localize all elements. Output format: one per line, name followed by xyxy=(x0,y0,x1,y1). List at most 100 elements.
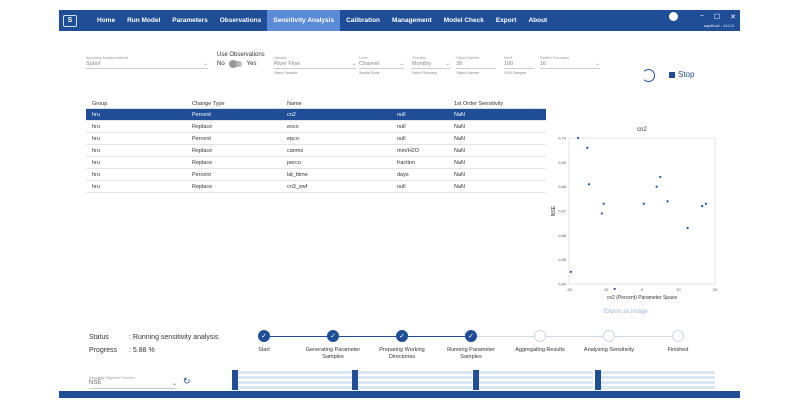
table-row[interactable]: hru Percent lat_ttime days NaN xyxy=(86,169,546,181)
objective-value: NSE xyxy=(89,380,102,386)
nav-item-run-model[interactable]: Run Model xyxy=(127,17,161,24)
table-row[interactable]: hru Percent cn2 null NaN xyxy=(86,109,546,121)
cell-name: perco xyxy=(287,159,301,166)
method-select[interactable]: Sensitivity Analysis Method Sobol ⌄ xyxy=(86,56,208,69)
app-logo-icon: S xyxy=(63,14,77,27)
method-label: Sensitivity Analysis Method xyxy=(86,56,129,60)
cell-group: hru xyxy=(92,159,100,166)
table-row[interactable]: hru Replace cn3_swf null NaN xyxy=(86,181,546,193)
cell-unit: null xyxy=(397,111,406,118)
table-row[interactable]: hru Replace canmx mm/H2O NaN xyxy=(86,145,546,157)
step-indicator: ✓ xyxy=(396,330,408,342)
data-point xyxy=(587,183,591,186)
cell-sensitivity: NaN xyxy=(454,147,466,154)
level-label: Level xyxy=(359,56,368,60)
cell-name: lat_ttime xyxy=(287,171,308,178)
status-panel: Status: Running sensitivity analysis Pro… xyxy=(89,334,219,360)
nav-item-management[interactable]: Management xyxy=(392,17,432,24)
nav-item-home[interactable]: Home xyxy=(97,17,116,24)
chevron-down-icon: ⌄ xyxy=(351,61,356,67)
x-tick-label: 10 xyxy=(676,287,681,292)
stop-button[interactable]: Stop xyxy=(669,70,694,79)
parameters-table: Group Change Type Name 1st Order Sensiti… xyxy=(86,99,546,193)
progress-value: : 5.88 % xyxy=(129,347,155,354)
x-tick-label: -10 xyxy=(603,287,610,292)
chart-title: cn2 xyxy=(637,127,647,133)
export-image-button[interactable]: Export as Image xyxy=(604,309,648,315)
y-tick-label: 0.64 xyxy=(558,282,567,287)
nav-item-calibration[interactable]: Calibration xyxy=(346,17,381,24)
y-axis-label: NSE xyxy=(551,205,557,216)
step-indicator: ✓ xyxy=(327,330,339,342)
data-point xyxy=(613,287,616,290)
objective-function-select[interactable]: Sensitivity Objective Function NSE ⌄ xyxy=(89,376,177,389)
table-row[interactable]: hru Percent epco null NaN xyxy=(86,133,546,145)
header-group[interactable]: Group xyxy=(92,100,108,107)
use-observations-toggle[interactable] xyxy=(228,60,242,68)
cell-sensitivity: NaN xyxy=(454,171,466,178)
minimize-icon[interactable]: − xyxy=(699,13,704,20)
app-window: S Home Run Model Parameters Observations Sen… xyxy=(59,10,740,398)
version-label: aapiKuai - v3.0.0 xyxy=(703,23,734,28)
seed-field[interactable]: Seed 100 1000 Samples xyxy=(504,56,534,75)
cell-unit: fraction xyxy=(397,159,416,166)
maximize-icon[interactable]: ☐ xyxy=(713,13,721,21)
data-point xyxy=(666,200,669,203)
nav-item-observations[interactable]: Observations xyxy=(219,17,262,24)
parallel-processes-select[interactable]: Parallel Processes 16 ⌄ xyxy=(540,56,600,69)
cell-unit: null xyxy=(397,183,406,190)
cell-unit: null xyxy=(397,123,406,130)
table-row[interactable]: hru Replace perco fraction NaN xyxy=(86,157,546,169)
nav-menu: Home Run Model Parameters Observations Sensi… xyxy=(91,10,553,31)
chevron-down-icon: ⌄ xyxy=(445,61,450,67)
step-indicator xyxy=(603,330,615,342)
cell-sensitivity: NaN xyxy=(454,111,466,118)
loading-spinner-icon xyxy=(642,69,655,82)
nav-item-sensitivity-analysis[interactable]: Sensitivity Analysis xyxy=(267,10,341,31)
objective-label: Sensitivity Objective Function xyxy=(89,376,135,380)
object-number-field[interactable]: Object Number 38 Object Number xyxy=(456,56,496,75)
data-point xyxy=(655,185,658,188)
cell-change-type: Replace xyxy=(192,147,213,154)
data-point xyxy=(577,136,580,140)
nav-item-parameters[interactable]: Parameters xyxy=(172,17,208,24)
cell-name: cn3_swf xyxy=(287,183,308,190)
nav-item-about[interactable]: About xyxy=(528,17,548,24)
seed-label: Seed xyxy=(504,56,513,60)
step-label: Analysing Sensitivity xyxy=(583,347,635,353)
step-label: Finished xyxy=(667,347,689,353)
object-number-hint: Object Number xyxy=(456,71,480,75)
refresh-icon[interactable]: ↻ xyxy=(183,376,191,386)
table-header: Group Change Type Name 1st Order Sensiti… xyxy=(86,99,546,109)
step-label: Start xyxy=(258,347,270,353)
cell-name: epco xyxy=(287,135,299,142)
nav-item-export[interactable]: Export xyxy=(495,17,517,24)
header-name[interactable]: Name xyxy=(287,100,302,107)
timestep-select[interactable]: Timestep Monthly ⌄ Select Timestep xyxy=(412,56,450,75)
table-row[interactable]: hru Replace esco null NaN xyxy=(86,121,546,133)
timestep-value: Monthly xyxy=(412,61,432,67)
timestep-hint: Select Timestep xyxy=(412,71,437,75)
top-nav-bar: S Home Run Model Parameters Observations Sen… xyxy=(59,10,740,31)
data-point xyxy=(586,146,589,149)
level-hint: Spatial Scale xyxy=(359,71,380,75)
steps-progress-done xyxy=(264,336,471,337)
nav-item-model-check[interactable]: Model Check xyxy=(443,17,484,24)
y-tick-label: 0.66 xyxy=(558,233,567,238)
cell-sensitivity: NaN xyxy=(454,123,466,130)
step-indicator: ✓ xyxy=(465,330,477,342)
worker-bars-1 xyxy=(232,370,352,391)
chevron-down-icon: ⌄ xyxy=(399,61,404,67)
data-point xyxy=(602,202,605,205)
window-controls: − ☐ ✕ xyxy=(668,12,736,21)
header-change-type[interactable]: Change Type xyxy=(192,100,225,107)
header-sensitivity[interactable]: 1st Order Sensitivity xyxy=(454,100,504,107)
use-observations-toggle-group: Use Observations No Yes xyxy=(217,52,265,68)
cell-name: canmx xyxy=(287,147,304,154)
close-icon[interactable]: ✕ xyxy=(730,13,736,21)
cell-change-type: Replace xyxy=(192,183,213,190)
variable-select[interactable]: Variable River Flow ⌄ Select Variable xyxy=(274,56,356,75)
method-value: Sobol xyxy=(86,61,101,67)
user-avatar-icon[interactable] xyxy=(668,12,678,21)
level-select[interactable]: Level Channel ⌄ Spatial Scale xyxy=(359,56,404,75)
